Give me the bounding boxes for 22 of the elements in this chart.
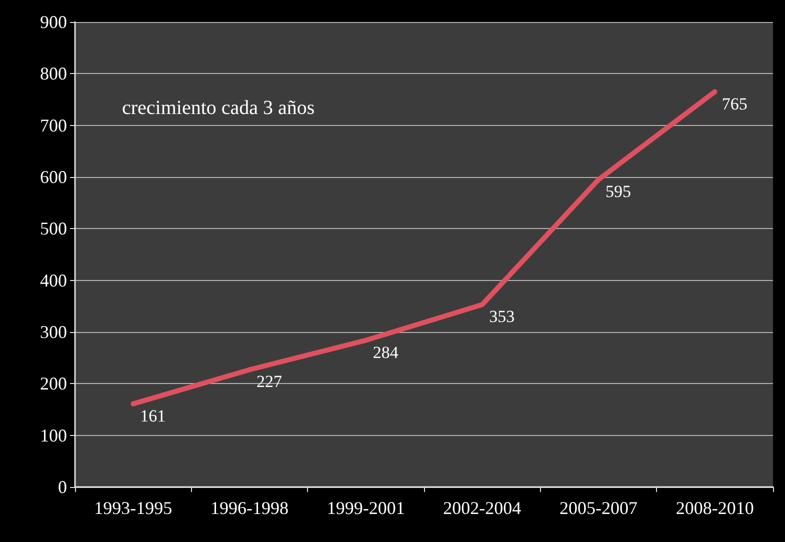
y-tick-label: 500 bbox=[40, 218, 67, 239]
x-tick-label: 1993-1995 bbox=[94, 498, 172, 518]
x-tick-label: 1996-1998 bbox=[210, 498, 288, 518]
data-label: 353 bbox=[489, 307, 515, 326]
y-tick-label: 300 bbox=[40, 322, 67, 342]
y-tick-label: 900 bbox=[40, 12, 67, 32]
y-tick-label: 100 bbox=[40, 425, 67, 446]
y-tick-label: 400 bbox=[40, 270, 67, 290]
x-tick-label: 2008-2010 bbox=[676, 498, 754, 518]
y-tick-label: 800 bbox=[40, 64, 67, 84]
annotation: crecimiento cada 3 años bbox=[122, 97, 315, 119]
y-tick-label: 200 bbox=[40, 374, 67, 394]
data-label: 765 bbox=[722, 94, 748, 114]
x-tick-label: 1999-2001 bbox=[326, 498, 405, 518]
y-tick-label: 600 bbox=[40, 167, 67, 187]
x-tick-label: 2005-2007 bbox=[560, 498, 638, 518]
data-label: 595 bbox=[606, 182, 631, 202]
y-tick-label: 700 bbox=[40, 115, 67, 136]
data-label: 161 bbox=[140, 406, 166, 426]
y-tick-label: 0 bbox=[58, 477, 67, 497]
data-label: 284 bbox=[372, 342, 399, 362]
x-tick-label: 2002-2004 bbox=[443, 498, 522, 518]
